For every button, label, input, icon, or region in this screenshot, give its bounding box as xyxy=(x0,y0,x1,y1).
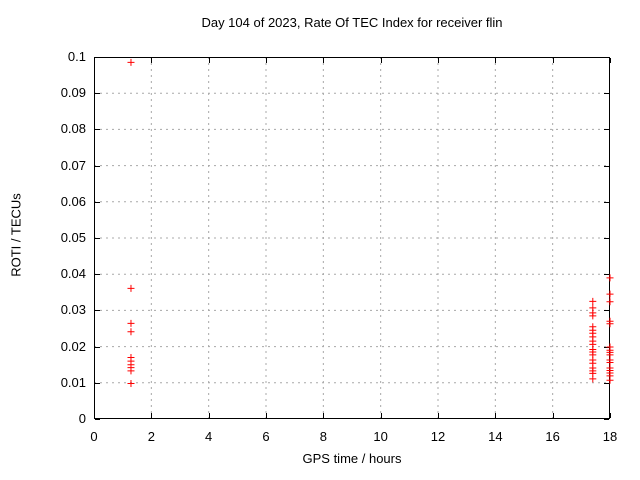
data-point-marker xyxy=(127,328,135,336)
x-tick-label: 18 xyxy=(602,429,618,444)
x-tick-label: 4 xyxy=(205,429,213,444)
x-tick-label: 0 xyxy=(90,429,98,444)
data-point-marker xyxy=(127,58,135,66)
chart-title: Day 104 of 2023, Rate Of TEC Index for r… xyxy=(201,15,503,30)
x-tick-label: 10 xyxy=(373,429,388,444)
data-point-marker xyxy=(589,312,597,320)
y-tick-label: 0.04 xyxy=(60,266,86,282)
x-tick-label: 8 xyxy=(319,429,327,444)
data-point-marker xyxy=(606,320,614,328)
data-point-marker xyxy=(606,274,614,282)
y-tick-label: 0.02 xyxy=(60,338,86,354)
data-point-marker xyxy=(589,375,597,383)
data-point-marker xyxy=(127,319,135,327)
data-point-marker xyxy=(127,367,135,375)
x-tick-label: 12 xyxy=(430,429,446,444)
y-tick-label: 0 xyxy=(78,411,86,426)
y-tick-label: 0.06 xyxy=(60,193,86,209)
y-tick-label: 0.1 xyxy=(67,49,86,64)
data-point-marker xyxy=(589,297,597,305)
y-tick-label: 0.05 xyxy=(60,230,86,245)
y-tick-label: 0.09 xyxy=(60,85,86,101)
x-tick-label: 16 xyxy=(545,429,560,444)
x-tick-label: 6 xyxy=(262,429,270,444)
x-tick-label: 2 xyxy=(147,429,155,444)
data-point-marker xyxy=(606,298,614,306)
y-tick-label: 0.03 xyxy=(60,302,86,318)
y-tick-label: 0.07 xyxy=(60,157,86,173)
x-axis-label: GPS time / hours xyxy=(302,451,402,466)
plot-border xyxy=(94,57,610,419)
y-tick-label: 0.08 xyxy=(60,121,86,137)
y-tick-label: 0.01 xyxy=(60,374,86,390)
data-point-marker xyxy=(127,284,135,292)
data-point-marker xyxy=(127,380,135,388)
data-point-marker xyxy=(606,376,614,384)
data-point-marker xyxy=(606,290,614,298)
x-tick-label: 14 xyxy=(488,429,503,444)
